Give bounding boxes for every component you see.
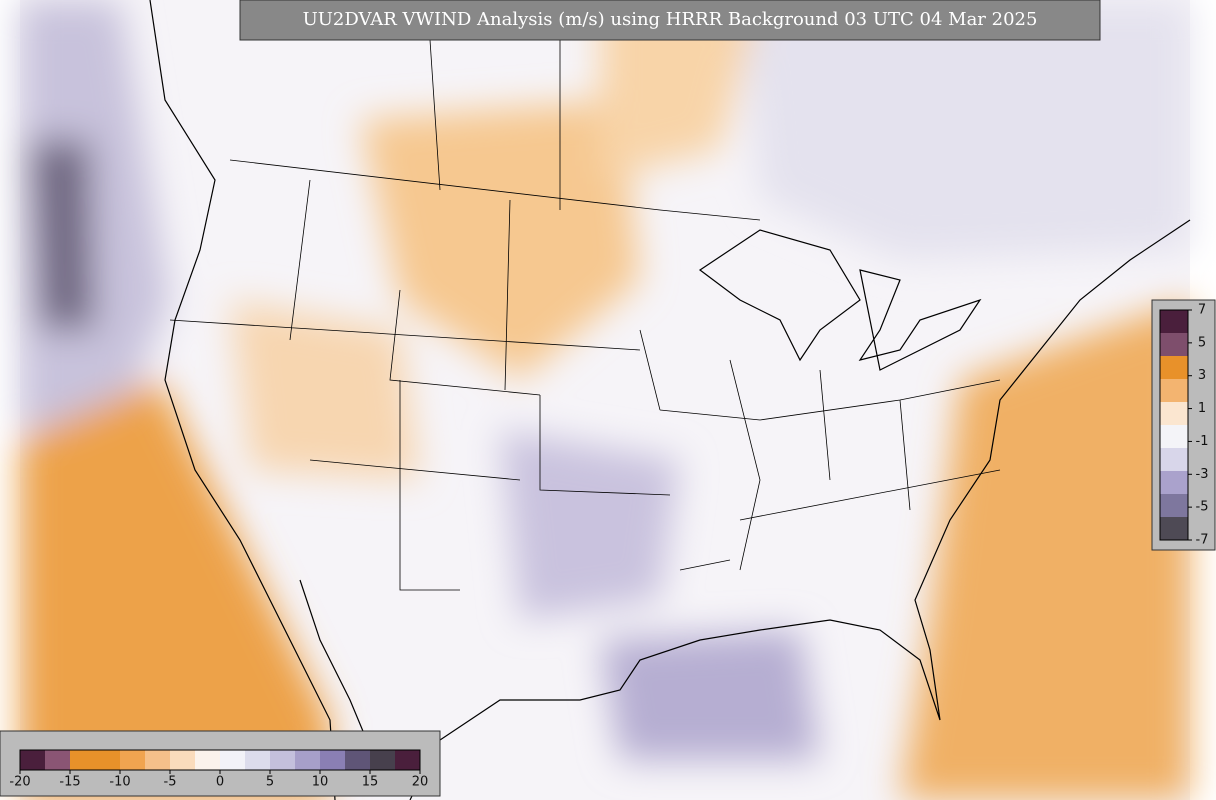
colorbar-segment	[120, 750, 146, 770]
colorbar-segment	[1160, 379, 1188, 403]
colorbar-tick-label: 15	[362, 775, 379, 790]
colorbar-segment	[170, 750, 196, 770]
colorbar-segment	[1160, 333, 1188, 357]
colorbar-segment	[345, 750, 371, 770]
colorbar-tick-label: 20	[412, 775, 429, 790]
colorbar-tick-label: 10	[312, 775, 329, 790]
map-title: UU2DVAR VWIND Analysis (m/s) using HRRR …	[303, 9, 1038, 30]
colorbar-segment	[1160, 402, 1188, 426]
colorbar-tick-label: -15	[59, 775, 80, 790]
colorbar-segment	[1160, 356, 1188, 380]
colorbar-tick-label: 5	[1198, 335, 1206, 350]
colorbar-tick-label: -3	[1196, 467, 1209, 482]
colorbar-segment	[1160, 310, 1188, 334]
colorbar-tick-label: 0	[216, 775, 224, 790]
colorbar-horizontal: -20 -15 -10 -5 0 5 10 15 20	[0, 730, 441, 797]
colorbar-tick-label: -7	[1196, 533, 1209, 548]
colorbar-segment	[395, 750, 421, 770]
colorbar-segment	[70, 750, 96, 770]
colorbar-vertical: 7 5 3 1 -1 -3 -5 -7	[1151, 299, 1216, 551]
colorbar-segment	[20, 750, 46, 770]
colorbar-segment	[370, 750, 396, 770]
colorbar-tick-label: 7	[1198, 303, 1206, 318]
colorbar-segment	[45, 750, 71, 770]
colorbar-segment	[320, 750, 346, 770]
colorbar-tick-label: 3	[1198, 368, 1206, 383]
colorbar-tick-label: -1	[1196, 434, 1209, 449]
colorbar-segment	[1160, 494, 1188, 518]
colorbar-tick-label: -5	[164, 775, 177, 790]
map-field	[20, 0, 1191, 800]
colorbar-frame	[1159, 309, 1189, 541]
colorbar-segment	[95, 750, 121, 770]
title-box	[239, 0, 1101, 41]
colorbar-tick-label: 1	[1198, 401, 1206, 416]
colorbar-segment	[270, 750, 296, 770]
colorbar-segment	[1160, 471, 1188, 495]
colorbar-segment	[195, 750, 221, 770]
colorbar-tick-label: -5	[1196, 500, 1209, 515]
colorbar-segment	[1160, 517, 1188, 541]
colorbar-segment	[220, 750, 246, 770]
colorbar-segment	[295, 750, 321, 770]
colorbar-segment	[1160, 425, 1188, 449]
colorbar-tick-label: -20	[9, 775, 30, 790]
colorbar-tick-label: 5	[266, 775, 274, 790]
colorbar-tick-label: -10	[109, 775, 130, 790]
colorbar-segment	[1160, 448, 1188, 472]
colorbar-segment	[145, 750, 171, 770]
colorbar-segment	[245, 750, 271, 770]
